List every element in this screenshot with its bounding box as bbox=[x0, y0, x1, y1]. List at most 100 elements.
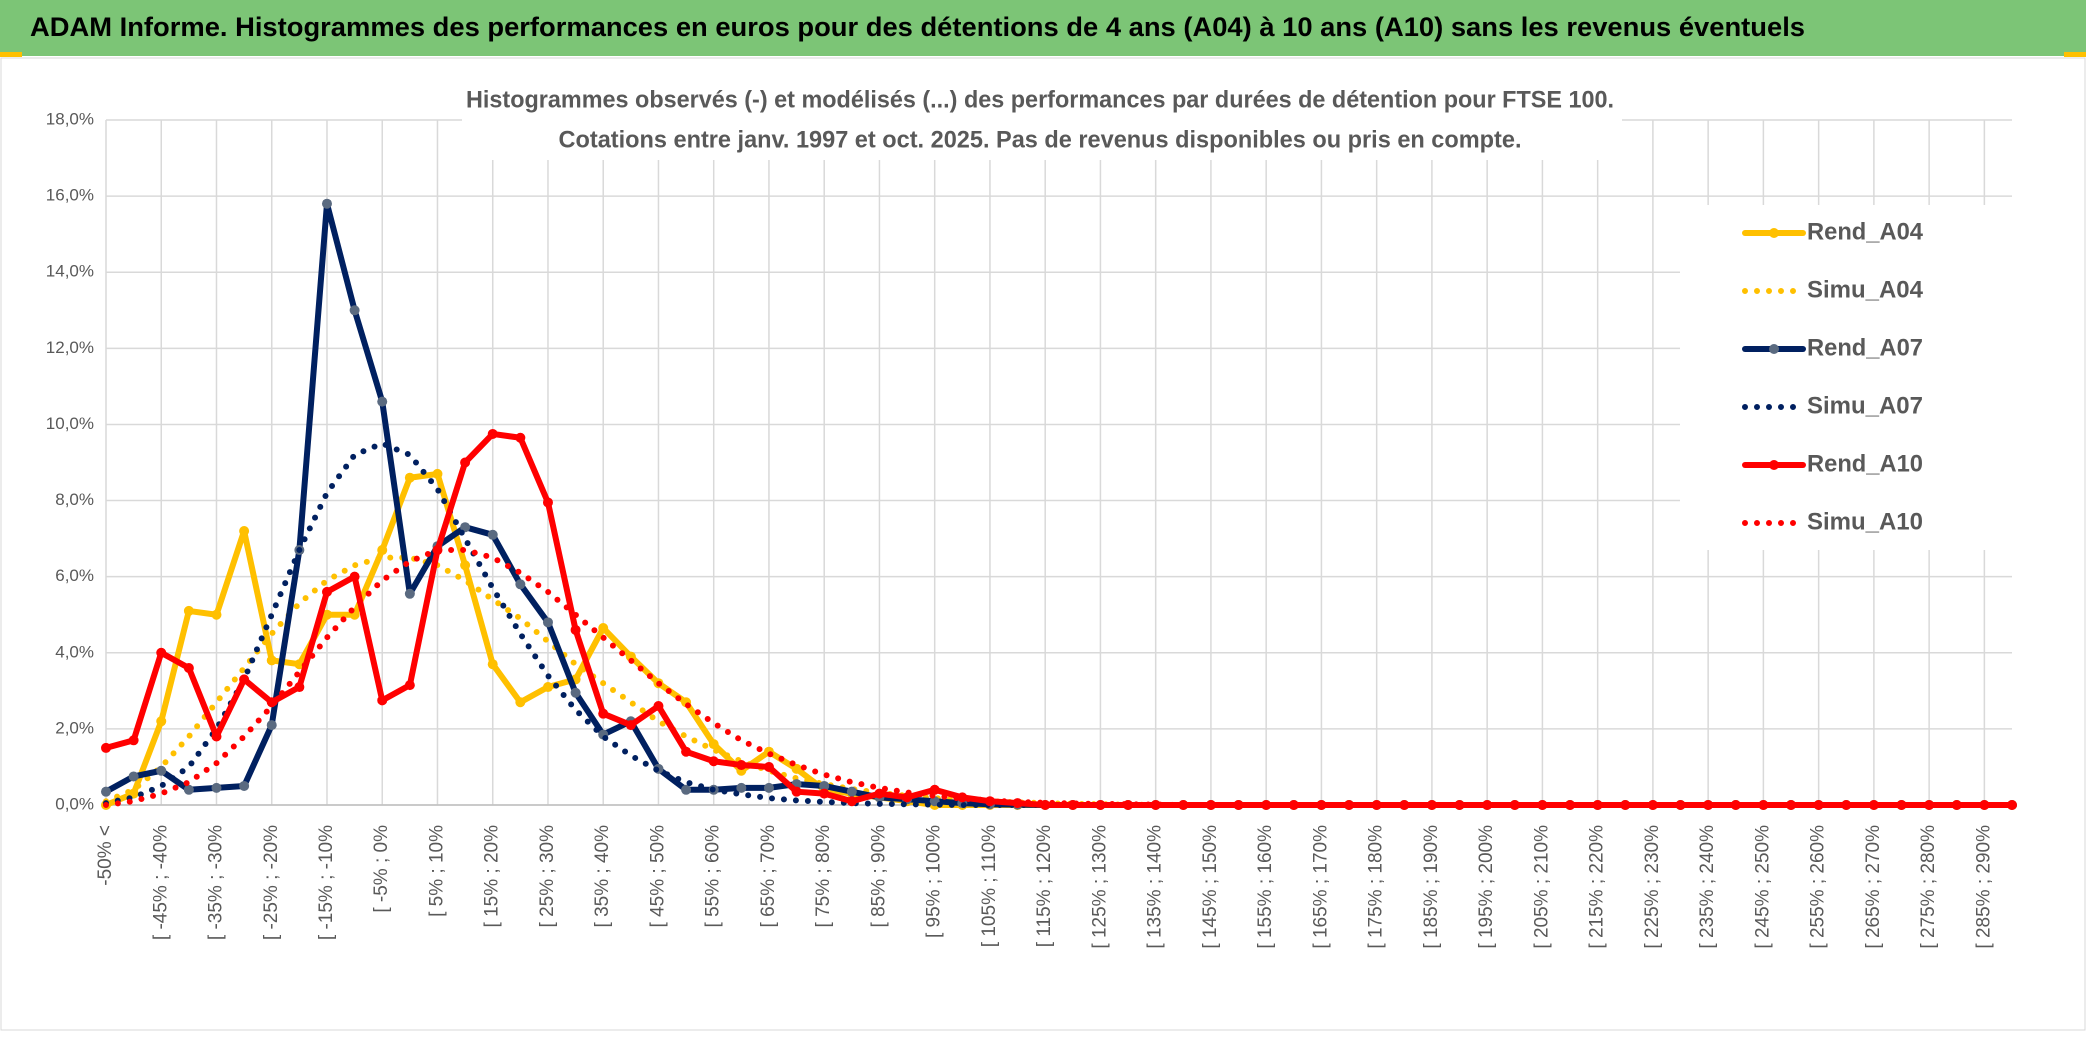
x-tick-label: [ 215% ; 220% bbox=[1587, 825, 1608, 949]
data-point bbox=[1786, 800, 1797, 810]
x-tick-label: [ 205% ; 210% bbox=[1531, 825, 1552, 949]
y-tick-label: 18,0% bbox=[46, 109, 94, 128]
page-title: ADAM Informe. Histogrammes des performan… bbox=[30, 12, 1805, 42]
title-backdrop bbox=[462, 84, 1622, 160]
data-point bbox=[239, 780, 250, 791]
data-point bbox=[294, 682, 305, 693]
x-tick-label: [ 155% ; 160% bbox=[1255, 825, 1276, 949]
corner-accent bbox=[2064, 52, 2086, 57]
legend-label: Rend_A10 bbox=[1807, 450, 1923, 477]
data-point bbox=[681, 746, 692, 757]
data-point bbox=[321, 198, 332, 209]
x-tick-label: [ -45% ; -40% bbox=[150, 825, 171, 940]
x-tick-label: [ 5% ; 10% bbox=[426, 825, 447, 917]
corner-accent bbox=[0, 52, 22, 57]
chart-title: Histogrammes observés (-) et modélisés (… bbox=[466, 86, 1614, 113]
data-point bbox=[653, 701, 664, 712]
data-point bbox=[708, 756, 719, 767]
data-point bbox=[487, 428, 498, 439]
data-point bbox=[542, 682, 553, 693]
data-point bbox=[239, 674, 250, 685]
data-point bbox=[377, 545, 388, 556]
legend-label: Simu_A04 bbox=[1807, 276, 1924, 303]
x-tick-label: [ -25% ; -20% bbox=[261, 825, 282, 940]
data-point bbox=[404, 588, 415, 599]
legend-marker bbox=[1769, 228, 1779, 238]
data-point bbox=[487, 659, 498, 670]
x-tick-label: [ 55% ; 60% bbox=[703, 825, 724, 928]
x-tick-label: [ 15% ; 20% bbox=[482, 825, 503, 928]
plot-area: 0,0% 2,0% 4,0% 6,0% 8,0% 10,0% 12,0% 14,0% 16,0%… bbox=[46, 109, 2017, 949]
x-tick-label: -50% < bbox=[95, 825, 116, 886]
data-point bbox=[156, 716, 167, 727]
data-point bbox=[1868, 800, 1879, 810]
x-tick-label: [ 195% ; 200% bbox=[1476, 825, 1497, 949]
data-point bbox=[846, 796, 857, 807]
x-tick-label: [ 75% ; 80% bbox=[813, 825, 834, 928]
x-tick-label: [ 115% ; 120% bbox=[1034, 825, 1055, 947]
data-point bbox=[404, 472, 415, 483]
data-point bbox=[515, 579, 526, 590]
series-line bbox=[103, 430, 2015, 808]
x-tick-label: [ 275% ; 280% bbox=[1918, 825, 1939, 949]
data-point bbox=[570, 687, 581, 698]
y-tick-label: 10,0% bbox=[46, 414, 94, 433]
x-tick-label: [ 175% ; 180% bbox=[1366, 825, 1387, 949]
legend-label: Simu_A10 bbox=[1807, 508, 1923, 535]
y-tick-label: 16,0% bbox=[46, 186, 94, 205]
data-point bbox=[763, 782, 774, 793]
y-tick-label: 14,0% bbox=[46, 262, 94, 281]
legend-box bbox=[1680, 205, 2013, 550]
legend-marker bbox=[1769, 344, 1779, 354]
x-tick-label: [ 95% ; 100% bbox=[924, 825, 945, 938]
data-point bbox=[349, 571, 360, 582]
data-point bbox=[542, 617, 553, 628]
data-point bbox=[625, 720, 636, 731]
data-point bbox=[404, 680, 415, 691]
data-point bbox=[377, 695, 388, 706]
data-point bbox=[736, 782, 747, 793]
x-tick-label: [ 105% ; 110% bbox=[979, 825, 1000, 947]
data-point bbox=[598, 708, 609, 719]
data-point bbox=[515, 697, 526, 708]
data-point bbox=[156, 765, 167, 776]
data-point bbox=[432, 468, 443, 479]
data-point bbox=[239, 526, 250, 536]
legend-label: Rend_A04 bbox=[1807, 218, 1924, 245]
data-point bbox=[183, 663, 194, 673]
data-point bbox=[1592, 800, 1603, 810]
data-point bbox=[321, 609, 332, 620]
x-tick-label: [ 255% ; 260% bbox=[1808, 825, 1829, 949]
x-tick-label: [ 225% ; 230% bbox=[1642, 825, 1663, 949]
data-point bbox=[874, 788, 885, 799]
legend: Rend_A04 Simu_A04 Rend_A07 Simu_A07 Rend_A10… bbox=[1742, 218, 1924, 535]
y-tick-label: 4,0% bbox=[55, 642, 94, 661]
data-point bbox=[460, 560, 471, 571]
data-point bbox=[1426, 800, 1437, 810]
data-point bbox=[1951, 800, 1962, 810]
legend-label: Rend_A07 bbox=[1807, 334, 1923, 361]
data-point bbox=[266, 655, 277, 666]
data-point bbox=[763, 761, 774, 772]
y-tick-label: 2,0% bbox=[55, 718, 94, 737]
legend-marker bbox=[1769, 460, 1779, 470]
data-point bbox=[708, 739, 719, 750]
x-tick-label: [ 265% ; 270% bbox=[1863, 825, 1884, 949]
data-point bbox=[1233, 800, 1244, 810]
data-point bbox=[736, 760, 747, 771]
data-point bbox=[819, 788, 830, 799]
y-tick-label: 6,0% bbox=[55, 566, 94, 585]
header-band bbox=[0, 0, 2086, 56]
data-point bbox=[487, 529, 498, 540]
data-point bbox=[211, 609, 222, 620]
data-point bbox=[377, 396, 388, 407]
data-point bbox=[349, 305, 360, 316]
data-point bbox=[515, 432, 526, 443]
data-point bbox=[2007, 800, 2017, 810]
x-tick-label: [ 125% ; 130% bbox=[1089, 825, 1110, 949]
legend-label: Simu_A07 bbox=[1807, 392, 1923, 419]
data-point bbox=[1675, 800, 1686, 810]
data-point bbox=[1316, 800, 1327, 810]
